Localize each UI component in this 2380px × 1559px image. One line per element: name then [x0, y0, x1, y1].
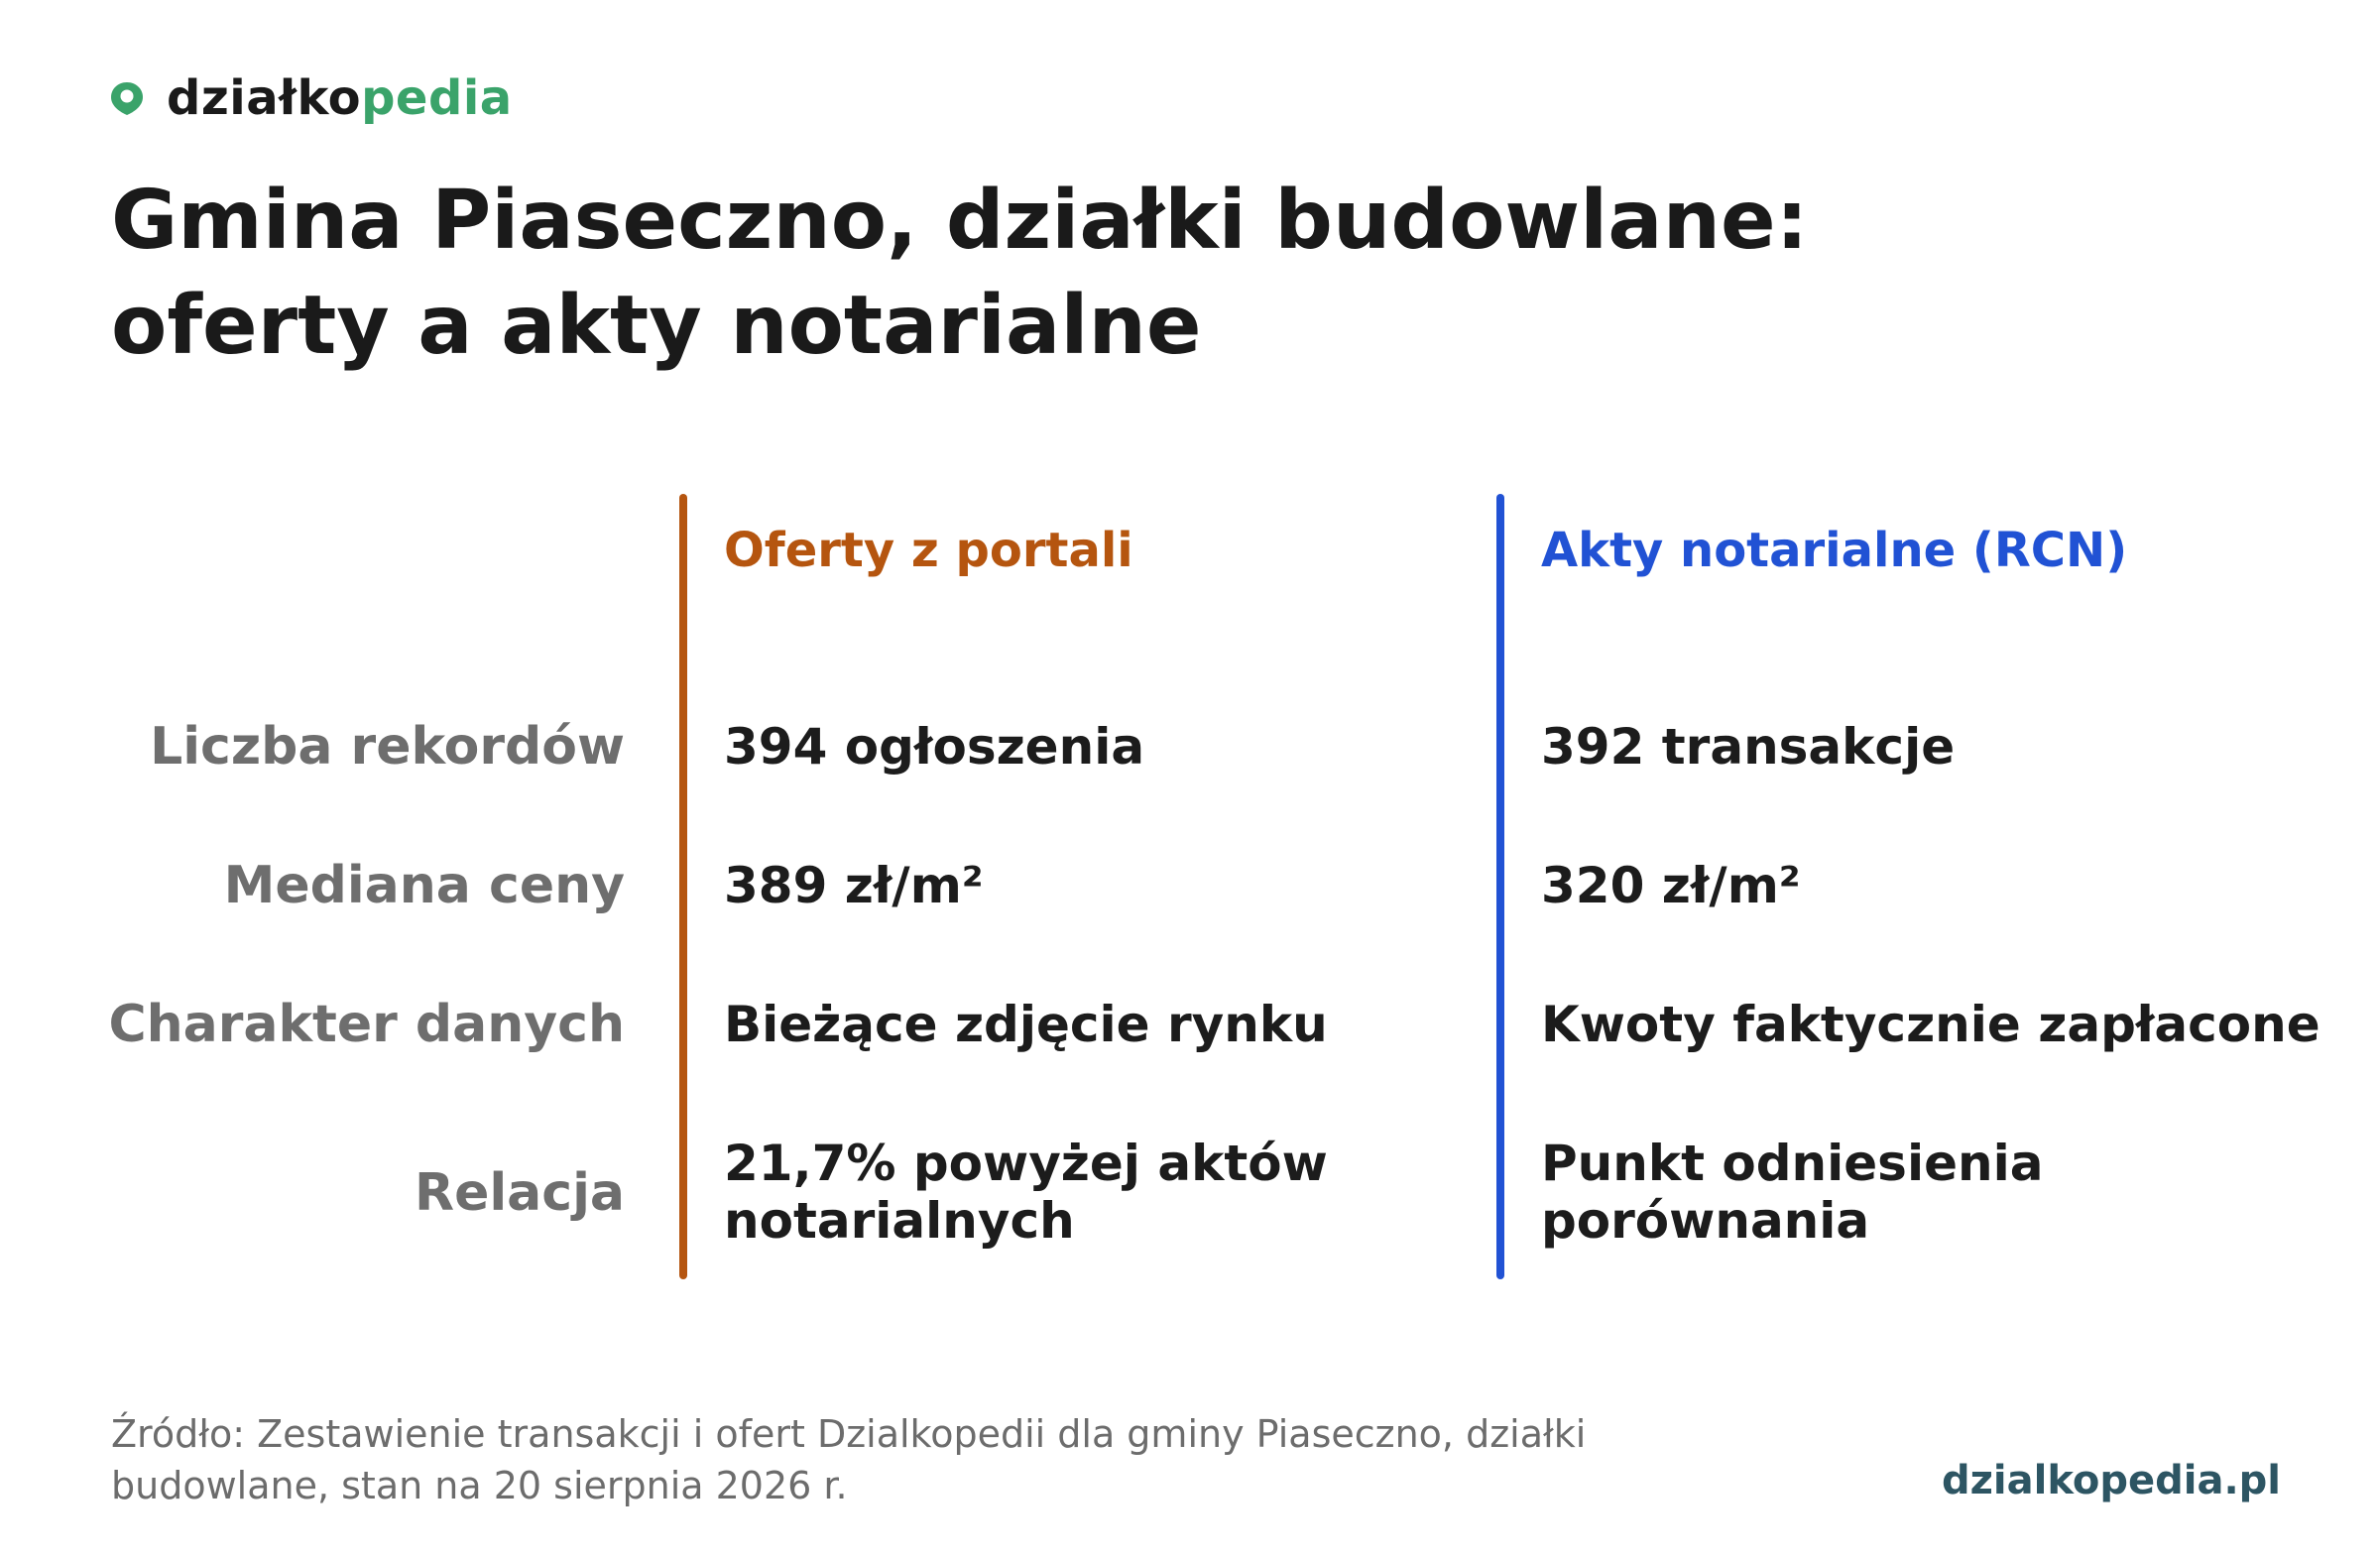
- page-title: Gmina Piaseczno, działki budowlane: ofer…: [111, 174, 1809, 373]
- offers-cell: 394 ogłoszenia: [724, 718, 1145, 776]
- row-label: Charakter danych: [108, 995, 625, 1054]
- table-row-median-price: Mediana ceny 389 zł/m² 320 zł/m²: [0, 851, 2380, 920]
- map-pin-icon: [111, 82, 143, 115]
- row-label: Liczba rekordów: [150, 717, 625, 777]
- offers-cell: 21,7% powyżej aktów notarialnych: [724, 1135, 1328, 1250]
- brand-name-dark: działko: [167, 70, 362, 126]
- deeds-cell: Kwoty faktycznie zapłacone: [1541, 996, 2320, 1053]
- brand-name: działkopedia: [167, 70, 513, 126]
- row-label: Mediana ceny: [223, 856, 625, 915]
- site-url: dzialkopedia.pl: [1942, 1458, 2281, 1503]
- deeds-column-divider: [1496, 494, 1504, 1279]
- brand-logo: działkopedia: [109, 65, 513, 131]
- offers-cell: Bieżące zdjęcie rynku: [724, 996, 1328, 1053]
- deeds-column-header: Akty notarialne (RCN): [1541, 523, 2128, 578]
- table-row-data-character: Charakter danych Bieżące zdjęcie rynku K…: [0, 990, 2380, 1059]
- table-row-record-count: Liczba rekordów 394 ogłoszenia 392 trans…: [0, 712, 2380, 781]
- offers-column-divider: [679, 494, 687, 1279]
- deeds-cell: Punkt odniesienia porównania: [1541, 1135, 2044, 1250]
- row-label: Relacja: [415, 1163, 625, 1223]
- offers-column-header: Oferty z portali: [724, 523, 1133, 578]
- table-row-relation: Relacja 21,7% powyżej aktów notarialnych…: [0, 1129, 2380, 1258]
- deeds-cell: 392 transakcje: [1541, 718, 1956, 776]
- offers-cell: 389 zł/m²: [724, 857, 984, 914]
- brand-name-green: pedia: [361, 70, 513, 126]
- deeds-cell: 320 zł/m²: [1541, 857, 1801, 914]
- source-note: Źródło: Zestawienie transakcji i ofert D…: [111, 1412, 1587, 1507]
